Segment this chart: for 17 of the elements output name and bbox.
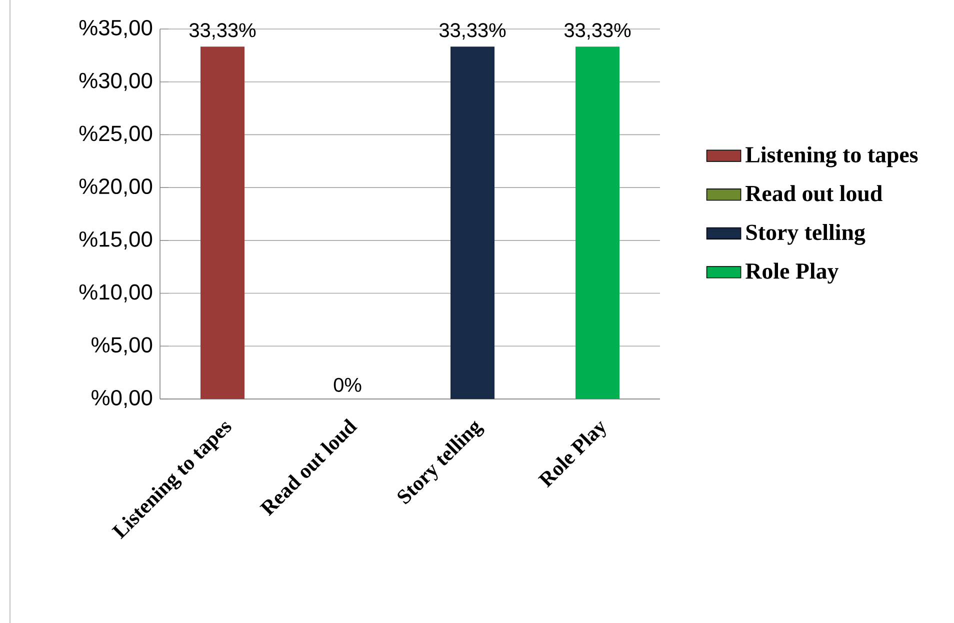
y-tick-label: %0,00	[92, 390, 152, 408]
data-label: 33,33%	[439, 23, 506, 40]
y-tick-label: %10,00	[79, 284, 152, 302]
data-label: 33,33%	[564, 23, 631, 40]
y-tick-label: %15,00	[79, 231, 152, 250]
y-tick-label: %20,00	[79, 178, 152, 197]
y-tick-label: %25,00	[79, 126, 152, 144]
legend-label: Read out loud	[746, 185, 882, 202]
y-tick-label: %35,00	[79, 20, 152, 38]
legend-label: Listening to tapes	[746, 146, 918, 168]
y-tick-label: %30,00	[79, 72, 152, 91]
x-tick-label: Role Play	[538, 421, 606, 488]
legend-label: Story telling	[746, 224, 866, 245]
legend-label: Role Play	[746, 262, 838, 284]
data-label: 33,33%	[189, 23, 256, 40]
data-label: 0%	[334, 378, 362, 392]
y-tick-label: %5,00	[92, 337, 152, 356]
